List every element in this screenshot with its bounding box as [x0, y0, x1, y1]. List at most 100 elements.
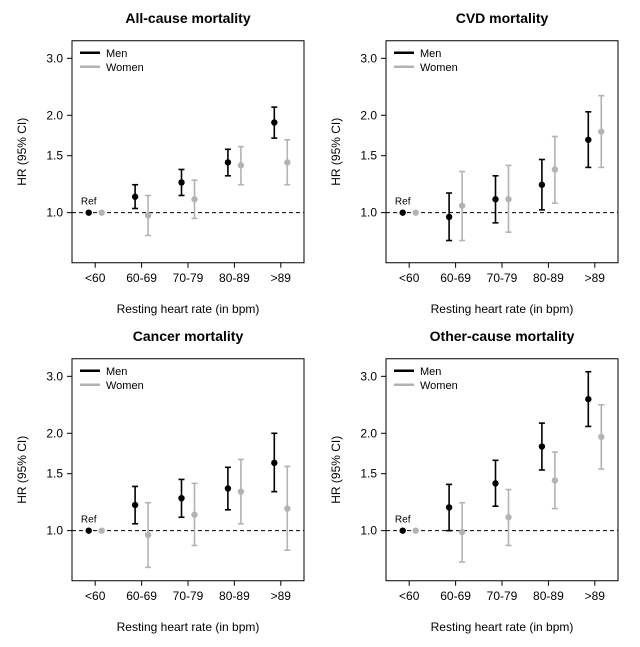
x-tick-label: <60 — [399, 271, 420, 285]
x-tick-label: 60-69 — [126, 588, 157, 602]
x-axis-label: Resting heart rate (in bpm) — [117, 302, 260, 316]
legend-label: Women — [420, 379, 458, 391]
plot-frame — [386, 358, 618, 580]
y-tick-label: 3.0 — [46, 369, 63, 383]
x-tick-label: <60 — [85, 588, 106, 602]
reference-label: Ref — [395, 514, 411, 525]
x-tick-label: >89 — [271, 588, 292, 602]
panel-title: Cancer mortality — [133, 327, 244, 343]
y-tick-label: 3.0 — [360, 51, 377, 65]
data-point — [284, 505, 290, 511]
data-point — [98, 209, 104, 215]
plot-frame — [386, 41, 618, 263]
data-point — [145, 531, 151, 537]
panel-title: Other-cause mortality — [430, 327, 575, 343]
y-tick-label: 1.5 — [360, 466, 377, 480]
data-point — [585, 137, 591, 143]
legend-label: Men — [106, 48, 127, 60]
legend-label: Men — [106, 365, 127, 377]
legend: Men Women — [394, 365, 458, 391]
reference-label: Ref — [395, 197, 411, 208]
x-tick-label: 70-79 — [487, 271, 518, 285]
y-axis-label: HR (95% CI) — [15, 435, 29, 503]
data-point — [400, 209, 406, 215]
data-point — [412, 209, 418, 215]
panel-title: CVD mortality — [456, 10, 549, 26]
panel-1: CVD mortality 1.0 1.5 2.0 3.0 <60 60-69 70-79 80… — [320, 6, 634, 324]
data-point — [552, 477, 558, 483]
data-point — [191, 196, 197, 202]
x-tick-label: 80-89 — [533, 271, 564, 285]
data-point — [98, 527, 104, 533]
x-tick-label: 80-89 — [533, 588, 564, 602]
data-point — [132, 194, 138, 200]
x-axis-label: Resting heart rate (in bpm) — [117, 619, 260, 633]
data-point — [191, 511, 197, 517]
y-tick-label: 1.0 — [46, 523, 63, 537]
data-point — [585, 395, 591, 401]
data-point — [492, 480, 498, 486]
data-point — [132, 501, 138, 507]
data-point — [238, 488, 244, 494]
y-tick-label: 1.0 — [46, 206, 63, 220]
data-point — [225, 159, 231, 165]
y-axis-label: HR (95% CI) — [329, 435, 343, 503]
data-point — [238, 162, 244, 168]
data-point — [86, 527, 92, 533]
data-point — [459, 203, 465, 209]
plot-frame — [72, 358, 304, 580]
data-point — [539, 182, 545, 188]
panel-0: All-cause mortality1.01.52.03.0<6060-697… — [6, 6, 320, 324]
y-tick-label: 3.0 — [360, 369, 377, 383]
y-tick-label: 2.0 — [360, 108, 377, 122]
x-tick-label: 60-69 — [440, 588, 471, 602]
y-tick-label: 1.5 — [46, 149, 63, 163]
legend: MenWomen — [394, 48, 458, 74]
y-tick-label: 1.5 — [360, 149, 377, 163]
y-tick-label: 3.0 — [46, 51, 63, 65]
data-point — [459, 528, 465, 534]
reference-label: Ref — [81, 197, 97, 208]
y-tick-label: 1.0 — [360, 206, 377, 220]
legend-label: Women — [106, 62, 144, 74]
data-point — [539, 443, 545, 449]
data-point — [446, 504, 452, 510]
panel-title: All-cause mortality — [125, 10, 250, 26]
chart-panel: Cancer mortality 1.0 1.5 2.0 3.0 <60 60-69 70-7… — [6, 324, 320, 642]
y-axis-label: HR (95% CI) — [15, 118, 29, 186]
x-tick-label: >89 — [271, 271, 292, 285]
x-axis-label: Resting heart rate (in bpm) — [431, 619, 574, 633]
x-tick-label: 60-69 — [126, 271, 157, 285]
y-tick-label: 1.0 — [360, 523, 377, 537]
chart-panel: Other-cause mortality 1.0 1.5 2.0 3.0 <60 60-6… — [320, 324, 634, 642]
y-tick-label: 2.0 — [360, 426, 377, 440]
data-point — [492, 196, 498, 202]
legend-label: Men — [420, 365, 441, 377]
data-point — [412, 527, 418, 533]
data-point — [271, 459, 277, 465]
y-tick-label: 2.0 — [46, 426, 63, 440]
data-point — [505, 514, 511, 520]
data-point — [271, 119, 277, 125]
x-tick-label: 70-79 — [487, 588, 518, 602]
reference-label: Ref — [81, 514, 97, 525]
panel-2: Cancer mortality 1.0 1.5 2.0 3.0 <60 60-69 70-7… — [6, 324, 320, 642]
data-point — [225, 485, 231, 491]
x-tick-label: 70-79 — [173, 588, 204, 602]
plot-frame — [72, 41, 304, 263]
x-tick-label: >89 — [585, 271, 606, 285]
data-point — [598, 433, 604, 439]
panel-3: Other-cause mortality 1.0 1.5 2.0 3.0 <60 60-6… — [320, 324, 634, 642]
x-tick-label: 60-69 — [440, 271, 471, 285]
x-tick-label: <60 — [399, 588, 420, 602]
data-point — [400, 527, 406, 533]
y-tick-label: 1.5 — [46, 466, 63, 480]
x-tick-label: 80-89 — [219, 588, 250, 602]
legend-label: Women — [420, 62, 458, 74]
data-point — [178, 179, 184, 185]
x-axis-label: Resting heart rate (in bpm) — [431, 302, 574, 316]
y-axis-label: HR (95% CI) — [329, 118, 343, 186]
x-tick-label: >89 — [585, 588, 606, 602]
legend: MenWomen — [80, 365, 144, 391]
data-point — [505, 196, 511, 202]
